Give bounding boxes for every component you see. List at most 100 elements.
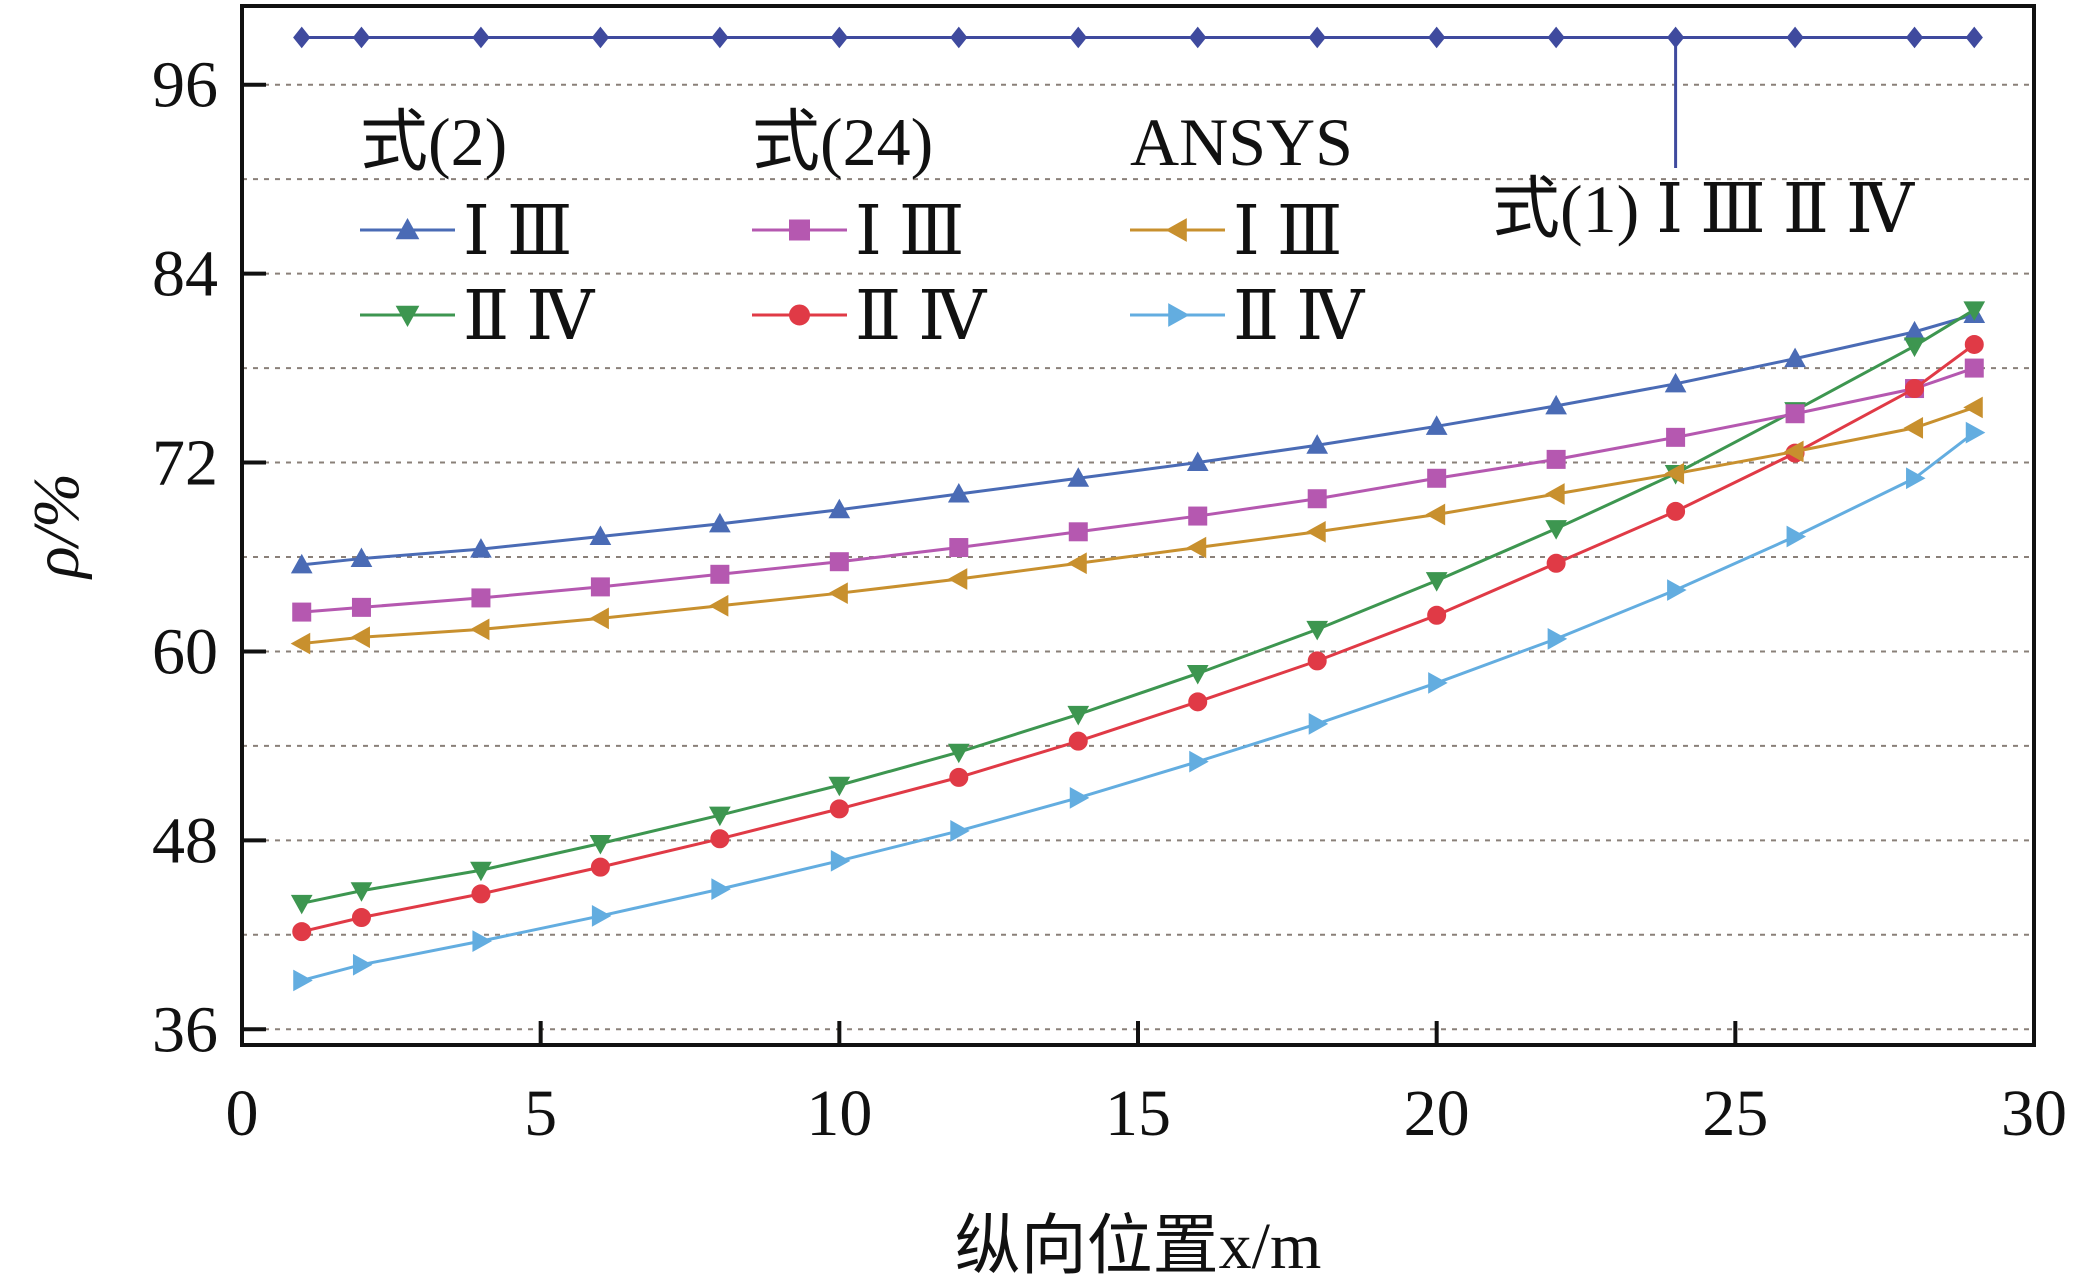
data-point [469,618,490,641]
y-tick-label: 72 [152,427,218,500]
x-tick-label: 25 [1702,1077,1768,1150]
data-point [351,597,371,617]
legend-label: Ⅱ Ⅳ [463,278,595,354]
data-point [1666,501,1686,521]
data-point [395,217,420,240]
data-point [950,820,970,842]
data-point [1067,467,1090,487]
data-point [1545,394,1567,415]
series-2 [290,301,1986,915]
data-point [290,632,311,655]
legend-label: Ⅰ Ⅲ [855,193,964,269]
data-point [1546,553,1566,573]
data-point [789,219,810,241]
data-point [1785,404,1805,424]
legend-header: 式(2) [360,104,507,180]
data-point [352,953,373,976]
data-point [1306,620,1329,641]
data-point [1186,451,1209,472]
series-line [301,431,1976,982]
series-3 [292,358,1984,622]
y-tick-label: 36 [152,993,218,1066]
data-point [351,907,371,927]
data-point [828,582,848,605]
data-point [591,905,612,927]
data-point [1307,489,1327,509]
legend-group: 式(24) Ⅰ Ⅲ Ⅱ Ⅳ [752,104,987,354]
data-point [352,26,371,49]
data-point [590,857,610,877]
data-point [1547,26,1565,49]
data-point [1786,525,1807,548]
data-point [1308,713,1329,735]
data-point [293,26,311,49]
data-point [1427,605,1447,625]
data-point [590,577,610,597]
data-point [1963,396,1983,419]
x-tick-label: 0 [226,1077,259,1150]
data-point [708,594,729,617]
axis-ticks: 0 5 10 15 20 25 30 36 48 60 72 84 96 [152,49,2067,1150]
data-point [1547,627,1568,650]
y-tick-label: 48 [152,804,218,877]
series-0 [293,26,1983,49]
data-point [1965,26,1983,49]
data-point [789,304,810,326]
data-point [350,547,373,568]
data-point [472,26,490,49]
data-point [1188,506,1208,526]
data-point [591,26,610,49]
legend-group: ANSYS Ⅰ Ⅲ Ⅱ Ⅳ [1130,104,1365,354]
data-point [709,512,731,533]
data-point [1903,417,1924,439]
data-point [1905,26,1924,49]
data-point [589,834,612,855]
series-layer [290,26,1986,992]
data-point [828,498,851,519]
data-point [1425,415,1448,435]
series-5 [290,396,1983,655]
data-point [830,849,851,872]
series-6 [293,421,1986,992]
data-point [947,743,970,764]
legend: 式(2) Ⅰ Ⅲ Ⅱ Ⅳ 式(24) Ⅰ Ⅲ Ⅱ Ⅳ ANSYS Ⅰ Ⅲ Ⅱ Ⅳ [360,104,1365,354]
data-point [1428,672,1448,694]
data-point [1964,358,1984,378]
y-tick-label: 84 [152,238,218,311]
data-point [829,799,849,819]
x-tick-label: 10 [806,1077,872,1150]
data-point [947,482,970,503]
data-point [290,894,313,915]
data-point [828,776,851,797]
data-point [947,568,968,590]
data-point [350,626,370,649]
annotation-label: 式(1) Ⅰ Ⅲ Ⅱ Ⅳ [1492,171,1915,247]
data-point [1307,651,1327,671]
data-point [1188,692,1208,712]
series-line [301,308,1976,905]
y-tick-label: 60 [152,615,218,688]
y-axis-title: ρ/% [20,473,93,580]
data-point [1786,26,1804,49]
data-point [350,882,373,902]
data-point [1667,579,1687,601]
data-point [1664,462,1685,485]
series-line [301,313,1975,567]
series-1 [290,303,1986,574]
data-point [1428,26,1446,49]
data-point [1905,379,1925,399]
data-point [290,553,313,574]
data-point [950,26,968,49]
data-point [1189,26,1207,49]
data-point [1168,303,1190,327]
data-point [1425,572,1448,592]
data-point [292,602,312,622]
series-line [301,406,1975,646]
data-point [1666,427,1686,447]
y-tick-label: 96 [152,49,218,122]
data-point [1784,347,1806,368]
data-point [711,878,731,900]
series-4 [292,334,1984,942]
data-point [711,26,729,49]
